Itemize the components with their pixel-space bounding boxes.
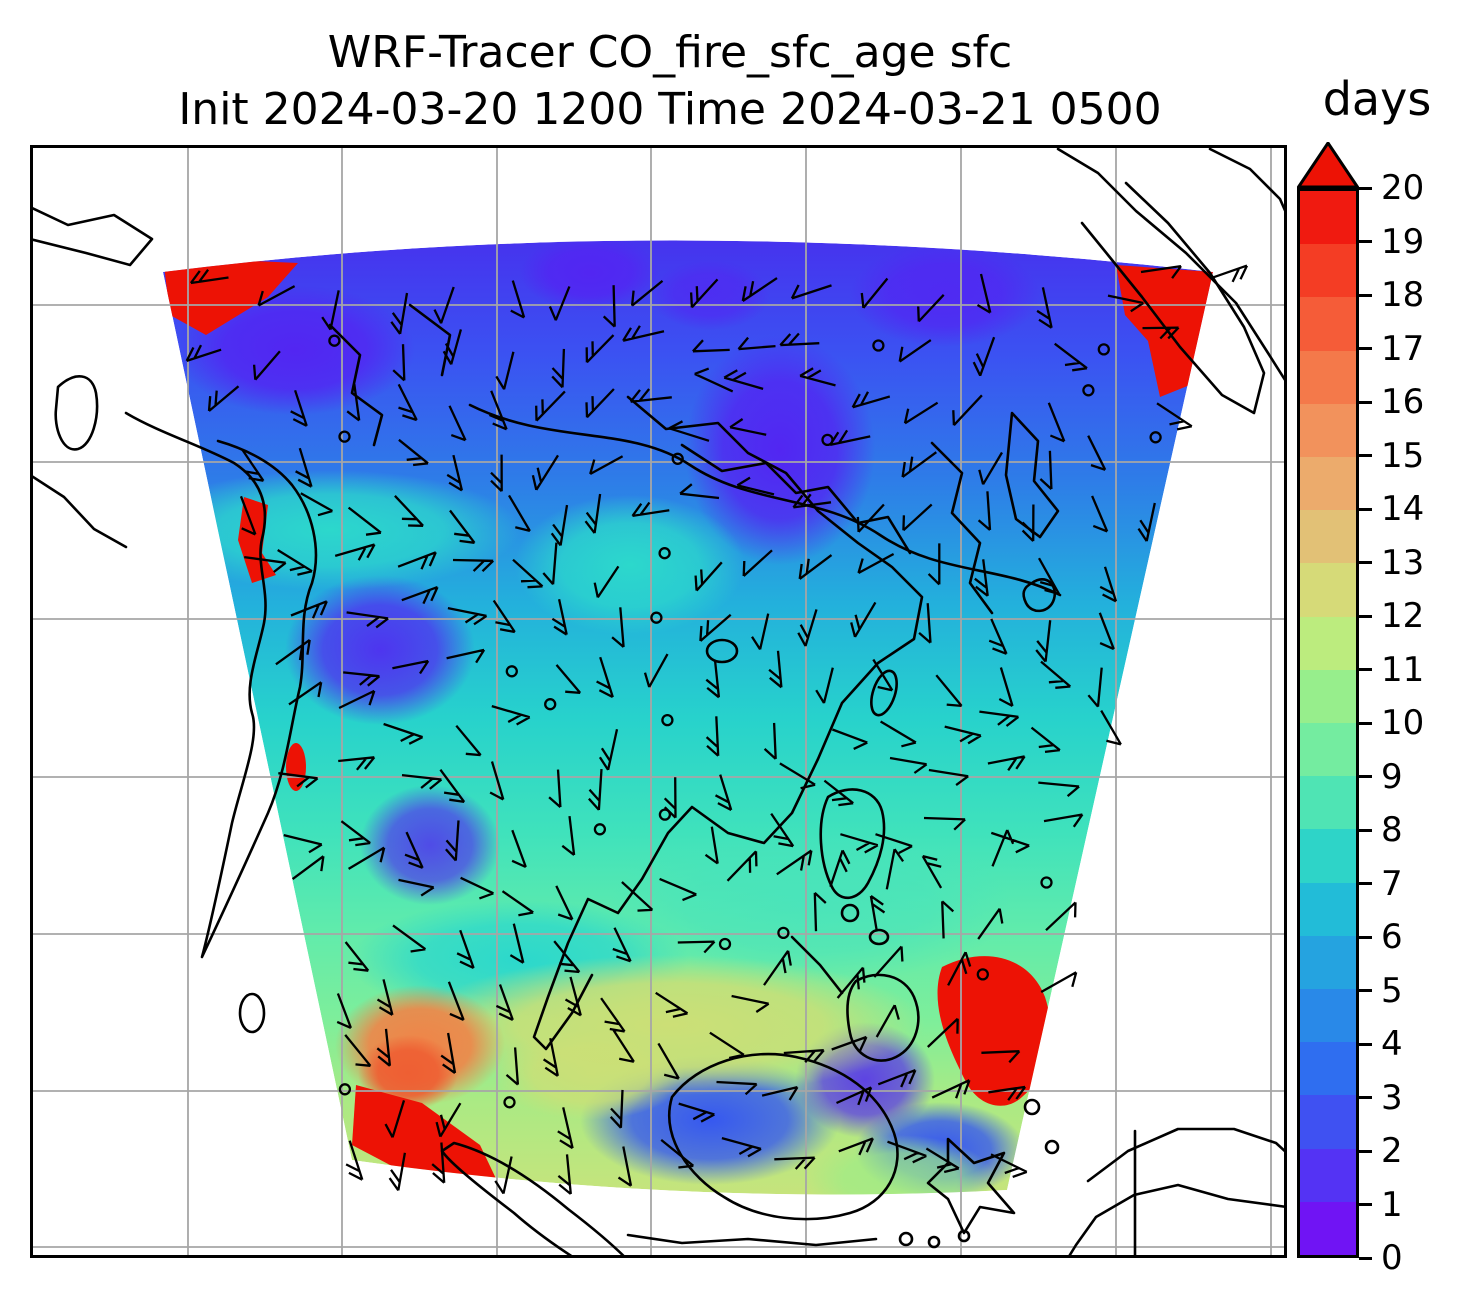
colorbar-band xyxy=(1300,1148,1356,1202)
colorbar-tick: 10 xyxy=(1359,706,1424,740)
taiwan xyxy=(870,669,898,717)
map-svg xyxy=(30,145,1287,1258)
colorbar-label: days xyxy=(1322,72,1432,126)
japan-arc-outer xyxy=(1056,147,1287,385)
colorbar-band xyxy=(1300,829,1356,883)
colorbar-band xyxy=(1300,191,1356,245)
colorbar-band xyxy=(1300,563,1356,617)
china-interior-border-2 xyxy=(930,441,994,615)
yellow-river-coast xyxy=(468,403,1062,597)
gridlines xyxy=(30,145,1287,1258)
colorbar-tick: 13 xyxy=(1359,546,1424,580)
coastline-northwest xyxy=(30,205,154,267)
arabian-coast xyxy=(30,473,128,549)
lesser-sunda-1 xyxy=(898,1231,914,1247)
colorbar-band xyxy=(1300,669,1356,724)
colorbar-band xyxy=(1300,935,1356,990)
colorbar-tick: 3 xyxy=(1359,1081,1403,1115)
china-interior-border-1 xyxy=(680,443,912,555)
colorbar-tick: 16 xyxy=(1359,385,1424,419)
sri-lanka xyxy=(238,992,266,1034)
new-guinea-north xyxy=(1086,1127,1287,1183)
colorbar-tick: 11 xyxy=(1359,653,1424,687)
plot-title-line2: Init 2024-03-20 1200 Time 2024-03-21 050… xyxy=(178,84,1162,136)
colorbar-band xyxy=(1300,989,1356,1043)
colorbar-tick: 17 xyxy=(1359,332,1424,366)
plot-title-line1: WRF-Tracer CO_fire_sfc_age sfc xyxy=(327,27,1013,78)
india-coastline xyxy=(124,411,318,959)
colorbar-tick: 5 xyxy=(1359,974,1403,1008)
borneo xyxy=(668,1052,899,1221)
colorbar-tick: 0 xyxy=(1359,1241,1403,1275)
seasia-mainland-coast xyxy=(532,395,924,1051)
java xyxy=(626,1233,878,1247)
colorbar-band xyxy=(1300,1042,1356,1096)
colorbar-band xyxy=(1300,1095,1356,1149)
colorbar-band xyxy=(1300,510,1356,564)
colorbar-band xyxy=(1300,882,1356,936)
colorbar-tick: 1 xyxy=(1359,1188,1403,1222)
caspian-lake xyxy=(54,375,99,451)
colorbar-band xyxy=(1300,1201,1356,1256)
colorbar-tick: 14 xyxy=(1359,492,1424,526)
wind-barb-glyphs xyxy=(185,264,1249,1195)
tracer-field xyxy=(163,240,1213,1195)
mindanao xyxy=(846,973,920,1062)
visayas-1 xyxy=(840,903,860,923)
colorbar-band xyxy=(1300,350,1356,404)
colorbar-tick: 2 xyxy=(1359,1134,1403,1168)
moluccas-1 xyxy=(1023,1098,1041,1116)
china-interior-border-3 xyxy=(328,323,384,447)
colorbar-tick: 15 xyxy=(1359,439,1424,473)
colorbar-band xyxy=(1300,297,1356,351)
bohai-loop xyxy=(1022,578,1057,613)
colorbar-tick: 12 xyxy=(1359,599,1424,633)
moluccas-2 xyxy=(1044,1139,1060,1155)
hokkaido xyxy=(1208,147,1287,217)
colorbar-band xyxy=(1300,403,1356,458)
plot-title: WRF-Tracer CO_fire_sfc_age sfc Init 2024… xyxy=(20,24,1320,138)
map-axes xyxy=(30,145,1287,1258)
colorbar-gradient xyxy=(1297,188,1359,1258)
colorbar-band xyxy=(1300,457,1356,511)
colorbar-band xyxy=(1300,776,1356,830)
japan-honshu xyxy=(1080,181,1266,415)
colorbar-tick: 8 xyxy=(1359,813,1403,847)
coastlines xyxy=(30,147,1287,1258)
colorbar-tick: 18 xyxy=(1359,278,1424,312)
colorbar-band xyxy=(1300,616,1356,670)
lesser-sunda-2 xyxy=(927,1235,941,1249)
colorbar-tick: 4 xyxy=(1359,1027,1403,1061)
colorbar-band xyxy=(1300,723,1356,777)
colorbar-tick: 6 xyxy=(1359,920,1403,954)
luzon xyxy=(819,788,886,900)
wind-barbs xyxy=(185,264,1249,1195)
colorbar-extend-arrow xyxy=(1297,142,1359,188)
korea-coast xyxy=(1004,411,1060,539)
palawan xyxy=(790,935,844,995)
sumatra xyxy=(440,1141,628,1258)
colorbar-tick: 9 xyxy=(1359,760,1403,794)
hainan xyxy=(705,638,739,664)
calm-wind-circles xyxy=(328,334,1162,1109)
over-range-triangle xyxy=(1297,142,1359,188)
colorbar: 0 1 2 3 4 5 6 7 8 9 10 11 12 13 14 15 16 17 18 19 20 xyxy=(1297,142,1462,1275)
axes-border xyxy=(30,145,1287,1258)
china-interior-border-4 xyxy=(408,303,452,377)
colorbar-ticks: 0 1 2 3 4 5 6 7 8 9 10 11 12 13 14 15 16 17 18 19 20 xyxy=(1359,171,1461,1275)
colorbar-tick: 7 xyxy=(1359,867,1403,901)
colorbar-tick: 19 xyxy=(1359,225,1424,259)
colorbar-tick: 20 xyxy=(1359,171,1424,205)
colorbar-band xyxy=(1300,244,1356,298)
visayas-2 xyxy=(868,928,890,946)
over-range-hotspots xyxy=(163,257,1213,1193)
